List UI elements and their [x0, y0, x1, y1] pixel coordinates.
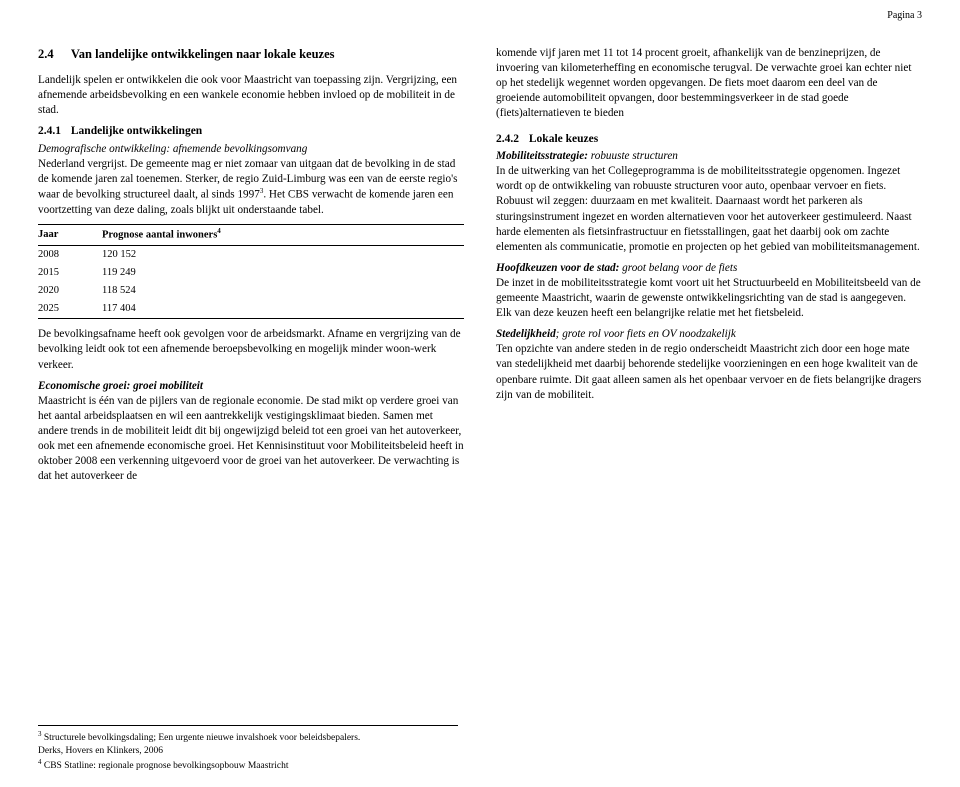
main-choices-subhead: Hoofdkeuzen voor de stad: groot belang v…	[496, 262, 737, 274]
population-prognosis-table: Jaar Prognose aantal inwoners4 2008 120 …	[38, 224, 464, 319]
cell-value: 117 404	[102, 300, 464, 319]
subsection-number: 2.4.2	[496, 132, 526, 148]
urbanity-subhead-ital: ; grote rol voor fiets en OV noodzakelij…	[556, 328, 736, 340]
footnote-ref-4: 4	[217, 227, 221, 235]
section-heading-2-4-2: 2.4.2 Lokale keuzes	[496, 132, 922, 148]
footnote-3-text: Structurele bevolkingsdaling; Een urgent…	[42, 733, 361, 743]
section-heading-2-4-1: 2.4.1 Landelijke ontwikkelingen	[38, 124, 464, 140]
cell-year: 2020	[38, 282, 102, 300]
section-heading-2-4: 2.4 Van landelijke ontwikkelingen naar l…	[38, 46, 464, 63]
subsection-number: 2.4.1	[38, 124, 68, 140]
mobility-paragraph: Mobiliteitsstrategie: robuuste structure…	[496, 149, 922, 255]
main-choices-body: De inzet in de mobiliteitsstrategie komt…	[496, 277, 921, 319]
footnote-3-line2: Derks, Hovers en Klinkers, 2006	[38, 745, 458, 758]
page-number: Pagina 3	[887, 10, 922, 21]
table-header-prognosis: Prognose aantal inwoners4	[102, 225, 464, 246]
subsection-title: Lokale keuzes	[529, 133, 598, 145]
post-table-paragraph: De bevolkingsafname heeft ook gevolgen v…	[38, 327, 464, 372]
cell-year: 2008	[38, 245, 102, 264]
demography-paragraph: Demografische ontwikkeling: afnemende be…	[38, 142, 464, 218]
two-column-layout: 2.4 Van landelijke ontwikkelingen naar l…	[38, 46, 922, 490]
cell-value: 119 249	[102, 264, 464, 282]
economic-subhead: Economische groei: groei mobiliteit	[38, 380, 203, 392]
section-intro: Landelijk spelen er ontwikkelen die ook …	[38, 73, 464, 118]
left-column: 2.4 Van landelijke ontwikkelingen naar l…	[38, 46, 464, 490]
subsection-title: Landelijke ontwikkelingen	[71, 125, 202, 137]
economic-paragraph: Economische groei: groei mobiliteit Maas…	[38, 379, 464, 485]
urbanity-body: Ten opzichte van andere steden in de reg…	[496, 343, 921, 400]
mobility-subhead-ital: robuuste structuren	[591, 150, 678, 162]
mobility-subhead-bold: Mobiliteitsstrategie:	[496, 150, 588, 162]
table-row: 2015 119 249	[38, 264, 464, 282]
footnote-3: 3 Structurele bevolkingsdaling; Een urge…	[38, 730, 458, 745]
section-title: Van landelijke ontwikkelingen naar lokal…	[71, 47, 335, 61]
right-column: komende vijf jaren met 11 tot 14 procent…	[496, 46, 922, 490]
table-row: 2025 117 404	[38, 300, 464, 319]
main-choices-subhead-bold: Hoofdkeuzen voor de stad:	[496, 262, 619, 274]
urbanity-subhead: Stedelijkheid; grote rol voor fiets en O…	[496, 328, 736, 340]
demography-subhead: Demografische ontwikkeling: afnemende be…	[38, 143, 307, 155]
cell-year: 2015	[38, 264, 102, 282]
footnote-4-text: CBS Statline: regionale prognose bevolki…	[42, 761, 289, 771]
urbanity-paragraph: Stedelijkheid; grote rol voor fiets en O…	[496, 327, 922, 403]
carryover-paragraph: komende vijf jaren met 11 tot 14 procent…	[496, 46, 922, 122]
table-row: 2020 118 524	[38, 282, 464, 300]
cell-year: 2025	[38, 300, 102, 319]
table-header-year: Jaar	[38, 225, 102, 246]
table-header-prognosis-text: Prognose aantal inwoners	[102, 230, 217, 241]
cell-value: 118 524	[102, 282, 464, 300]
section-number: 2.4	[38, 46, 68, 63]
table-row: 2008 120 152	[38, 245, 464, 264]
cell-value: 120 152	[102, 245, 464, 264]
urbanity-subhead-bold: Stedelijkheid	[496, 328, 556, 340]
footnotes: 3 Structurele bevolkingsdaling; Een urge…	[38, 725, 458, 773]
mobility-subhead: Mobiliteitsstrategie: robuuste structure…	[496, 150, 678, 162]
main-choices-subhead-ital: groot belang voor de fiets	[622, 262, 737, 274]
main-choices-paragraph: Hoofdkeuzen voor de stad: groot belang v…	[496, 261, 922, 321]
economic-body: Maastricht is één van de pijlers van de …	[38, 395, 464, 483]
mobility-body: In de uitwerking van het Collegeprogramm…	[496, 165, 920, 253]
footnote-4: 4 CBS Statline: regionale prognose bevol…	[38, 758, 458, 773]
